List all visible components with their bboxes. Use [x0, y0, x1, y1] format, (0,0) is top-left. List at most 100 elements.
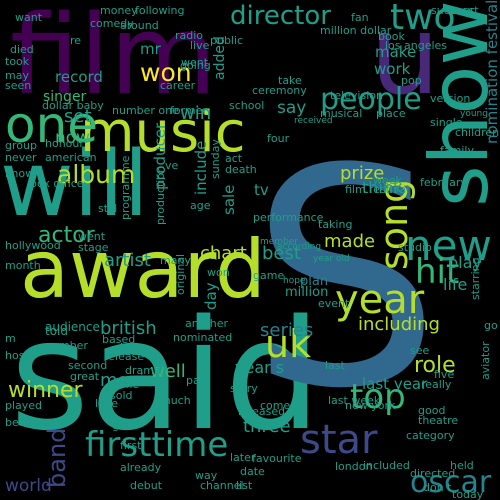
word-book: book: [378, 30, 405, 43]
word-won: won: [207, 266, 230, 279]
word-play: play: [448, 253, 482, 272]
word-according: according: [277, 242, 322, 252]
word-following: following: [135, 4, 185, 17]
word-top: top: [350, 377, 406, 417]
word-first: first: [120, 439, 142, 452]
word-much: much: [160, 394, 191, 407]
word-live: live: [190, 39, 210, 52]
word-winner: winner: [8, 378, 83, 403]
word-public: public: [210, 34, 244, 47]
word-ve: ve: [165, 159, 179, 172]
word-radio: radio: [175, 29, 204, 42]
word-last-year: last year: [362, 375, 428, 393]
word-later: later: [230, 451, 256, 464]
word-hit: hit: [415, 252, 460, 292]
word-made: made: [324, 231, 376, 252]
word-love: love: [95, 397, 119, 410]
word-second: second: [68, 359, 108, 372]
word-number: number: [45, 339, 88, 352]
word-around: around: [120, 19, 159, 32]
word-audience: audience: [45, 320, 100, 334]
word-actor: actor: [38, 223, 95, 248]
word-three: three: [243, 416, 291, 437]
word-died: died: [10, 43, 34, 56]
word-seen: seen: [5, 79, 32, 92]
word-family: family: [440, 144, 474, 157]
word-dollar-baby: dollar baby: [42, 99, 104, 112]
word-director: director: [230, 1, 331, 31]
word-four: four: [267, 132, 290, 145]
word-film: film: [10, 0, 218, 119]
word-make: make: [375, 43, 417, 61]
word-starring: starring: [469, 257, 482, 300]
word-ceremony: ceremony: [252, 84, 307, 97]
word-many: many: [160, 254, 191, 267]
word-box-office: box office: [30, 177, 84, 190]
word-see: see: [410, 344, 430, 357]
word-come: come: [260, 399, 291, 412]
word-become: become: [5, 416, 50, 429]
word-best: best: [262, 243, 301, 264]
word-go: go: [484, 319, 498, 332]
word-los-angeles: los angeles: [385, 39, 448, 52]
word-aviator: aviator: [479, 341, 492, 380]
word-channel: channel: [200, 479, 244, 492]
word-taking: taking: [318, 218, 353, 231]
word-new-york: new york: [345, 399, 396, 412]
word-will: will: [0, 132, 149, 237]
word-court: court: [450, 4, 479, 17]
word-say: say: [277, 98, 307, 118]
word-singer: singer: [43, 89, 87, 105]
word-don-t: don t: [423, 481, 452, 494]
word-set: set: [64, 106, 92, 127]
word-think: think: [362, 178, 403, 197]
word-u: u: [370, 0, 440, 119]
word-take: take: [278, 74, 302, 87]
word-single: single: [430, 116, 463, 129]
word-went: went: [181, 56, 209, 69]
word-date: date: [240, 465, 265, 478]
word-series: series: [260, 320, 314, 341]
word-month: month: [5, 259, 41, 272]
word-british: british: [100, 318, 157, 339]
word-sold: sold: [110, 389, 133, 402]
word-uk: uk: [265, 322, 312, 366]
word-artist: artist: [104, 250, 151, 271]
word-year-old: year old: [313, 254, 350, 264]
word-last: last: [325, 359, 345, 372]
word-school: school: [229, 99, 265, 112]
word-children: children: [455, 126, 500, 139]
word-told: told: [45, 324, 68, 338]
word-place: place: [376, 107, 406, 120]
word-fan: fan: [351, 11, 369, 24]
word-really: really: [421, 378, 452, 391]
word-nomination-festival: nomination festival: [483, 0, 500, 145]
word-money: money: [100, 4, 138, 17]
word-life: life: [443, 275, 468, 294]
word-release: release: [104, 350, 145, 363]
word-american: american: [45, 151, 97, 164]
word-event: event: [318, 297, 350, 310]
word-death: death: [225, 163, 257, 176]
word-included: included: [363, 459, 410, 472]
word-great: great: [70, 370, 100, 383]
word-win: win: [180, 103, 212, 124]
word-programme: programme: [119, 155, 132, 220]
word-version: version: [430, 92, 471, 105]
word-new: new: [405, 221, 492, 270]
word-tv: tv: [254, 181, 269, 199]
word-already: already: [120, 461, 162, 474]
word-london: london: [335, 460, 373, 473]
word-drama: drama: [125, 364, 161, 377]
word-know: know: [5, 167, 35, 180]
word-career: career: [160, 79, 196, 92]
word-going: going: [180, 59, 211, 72]
word-chart: chart: [200, 243, 247, 264]
word-won: won: [140, 58, 192, 87]
word-performance: performance: [253, 211, 324, 224]
word-game: game: [253, 269, 285, 282]
word-sale: sale: [220, 184, 238, 215]
word-former: former: [170, 104, 207, 117]
word-bbc: bbc: [120, 341, 141, 354]
